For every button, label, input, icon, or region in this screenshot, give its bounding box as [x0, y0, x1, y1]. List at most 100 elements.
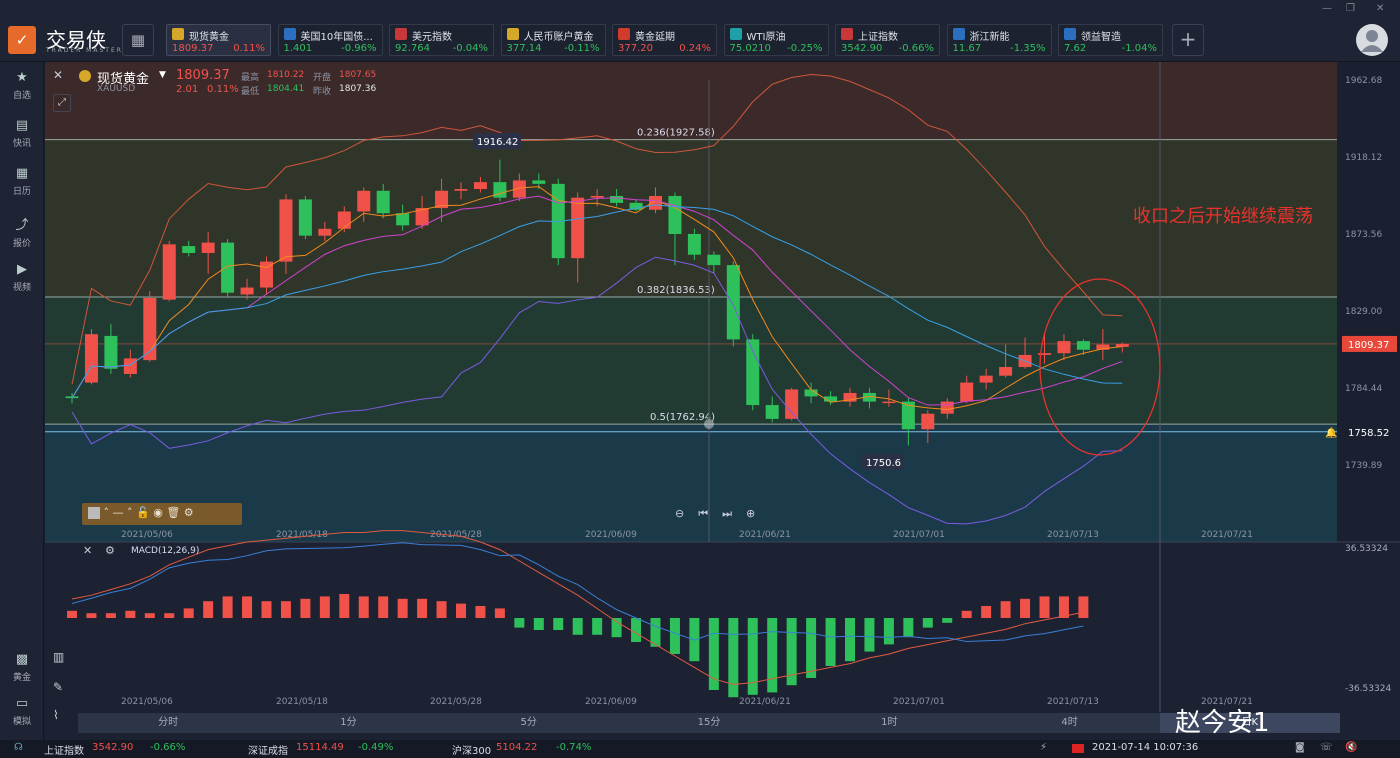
candle-body[interactable] [999, 367, 1013, 376]
candle-body[interactable] [357, 190, 371, 212]
candle-body[interactable] [512, 180, 526, 198]
candle-body[interactable] [104, 335, 118, 369]
timeframe-3[interactable]: 15分 [697, 717, 721, 728]
candle-body[interactable] [610, 195, 624, 203]
eye-icon[interactable]: ◉ [153, 506, 167, 519]
candle-body[interactable] [84, 334, 98, 383]
timeframe-1[interactable]: 1分 [340, 717, 357, 728]
candle-body[interactable] [201, 242, 215, 253]
candlestick-chart[interactable]: 0.236(1927.58) 0.382(1836.53) 0.5(1762.94)… [45, 62, 1400, 740]
timeframe-2[interactable]: 5分 [520, 717, 537, 728]
close-chart-icon[interactable]: ✕ [53, 68, 64, 82]
candle-body[interactable] [687, 233, 701, 255]
zoom-out-icon[interactable]: ⊖ [675, 507, 685, 520]
candle-body[interactable] [396, 213, 410, 226]
ticker-3[interactable]: 人民币账户黄金 377.14 -0.11% [500, 24, 606, 56]
sidebar-item-0[interactable]: ★ 自选 [0, 70, 44, 101]
footer-index3-name[interactable]: 沪深300 [452, 746, 492, 757]
candle-body[interactable] [260, 261, 273, 288]
candle-body[interactable] [162, 244, 176, 300]
phone-icon[interactable]: ☏ [1320, 742, 1333, 753]
candle-body[interactable] [279, 199, 293, 262]
candle-body[interactable] [824, 396, 838, 402]
candle-body[interactable] [337, 211, 351, 229]
candle-body[interactable] [843, 392, 857, 402]
zoom-in-icon[interactable]: ⊕ [746, 507, 756, 520]
candle-body[interactable] [765, 405, 779, 419]
mute-icon[interactable]: 🔇 [1345, 742, 1358, 753]
draw-pen-icon[interactable]: ✎ [53, 680, 64, 694]
line-chart-icon[interactable]: ⌇ [53, 708, 59, 722]
symbol-dropdown-icon[interactable]: ▼ [159, 70, 166, 80]
footer-index2-name[interactable]: 深证成指 [248, 746, 288, 757]
candle-body[interactable] [1076, 341, 1090, 350]
ticker-6[interactable]: 上证指数 3542.90 -0.66% [835, 24, 940, 56]
network-icon[interactable]: ⚡ [1040, 742, 1048, 753]
ticker-1[interactable]: 美国10年国债... 1.401 -0.96% [277, 24, 383, 56]
avatar[interactable] [1356, 24, 1388, 56]
candle-body[interactable] [318, 228, 332, 236]
candle-body[interactable] [221, 242, 235, 293]
ticker-2[interactable]: 美元指数 92.764 -0.04% [389, 24, 494, 56]
candle-body[interactable] [590, 195, 604, 198]
close-macd-icon[interactable]: ✕ [83, 544, 93, 557]
macd-settings-icon[interactable]: ⚙ [105, 544, 115, 557]
close-icon[interactable]: ✕ [1376, 3, 1385, 14]
ticker-5[interactable]: WTI原油 75.0210 -0.25% [723, 24, 829, 56]
trash-icon[interactable]: 🗑 [166, 506, 181, 519]
camera-icon[interactable]: ◙ [1295, 742, 1305, 753]
candle-body[interactable] [143, 297, 157, 361]
sidebar-item-1[interactable]: ▤ 快讯 [0, 118, 44, 149]
step-forward-icon[interactable]: ⏭ [722, 507, 733, 520]
candle-body[interactable] [1096, 344, 1110, 350]
candle-body[interactable] [960, 382, 974, 402]
candle-body[interactable] [882, 401, 896, 404]
minimize-icon[interactable]: — [1322, 3, 1332, 14]
candle-body[interactable] [435, 190, 449, 209]
candle-body[interactable] [1057, 341, 1071, 354]
candle-body[interactable] [726, 265, 740, 340]
symbol-name[interactable]: 现货黄金 [97, 72, 150, 87]
candle-body[interactable] [415, 208, 429, 226]
candle-body[interactable] [804, 389, 818, 397]
candle-body[interactable] [240, 287, 254, 295]
candle-body[interactable] [629, 202, 643, 210]
sidebar-item-3[interactable]: ⤴ 报价 [0, 214, 44, 249]
sidebar-item-2[interactable]: ▦ 日历 [0, 166, 44, 197]
timeframe-6[interactable]: 日K [1159, 713, 1340, 733]
sidebar-item-4[interactable]: ▶ 视频 [0, 262, 44, 293]
candle-body[interactable] [1115, 343, 1129, 347]
lock-icon[interactable]: 🔓 [136, 506, 150, 519]
candle-body[interactable] [473, 182, 487, 190]
candle-body[interactable] [123, 358, 137, 374]
timeframe-0[interactable]: 分时 [158, 717, 179, 728]
candle-body[interactable] [1038, 353, 1051, 355]
color-swatch-icon[interactable] [88, 507, 100, 519]
candle-body[interactable] [532, 180, 546, 184]
candle-body[interactable] [649, 195, 662, 210]
footer-index1-name[interactable]: 上证指数 [44, 746, 84, 757]
headset-icon[interactable]: ☊ [14, 742, 23, 753]
candle-body[interactable] [493, 182, 507, 198]
candle-body[interactable] [979, 375, 993, 383]
sidebar-bottom-item-1[interactable]: ▭ 模拟 [0, 696, 44, 727]
candle-body[interactable] [668, 195, 682, 234]
candle-body[interactable] [298, 199, 312, 236]
ticker-4[interactable]: 黄金延期 377.20 0.24% [612, 24, 717, 56]
candle-body[interactable] [571, 197, 585, 259]
candle-body[interactable] [707, 254, 721, 266]
expand-icon[interactable]: ⤢ [53, 94, 71, 112]
ticker-8[interactable]: 领益智造 7.62 -1.04% [1058, 24, 1163, 56]
sidebar-bottom-item-0[interactable]: ▩ 黄金 [0, 652, 44, 683]
candle-body[interactable] [454, 189, 468, 191]
ticker-0[interactable]: 现货黄金 1809.37 0.11% [166, 24, 271, 56]
line-style-icon[interactable]: ˄ — ˄ [103, 506, 136, 519]
restore-icon[interactable]: ❐ [1346, 3, 1355, 14]
candle-body[interactable] [785, 389, 799, 419]
candle-body[interactable] [746, 339, 760, 406]
candle-body[interactable] [376, 190, 390, 214]
crosshair-point[interactable] [704, 419, 714, 429]
timeframe-4[interactable]: 1时 [881, 717, 898, 728]
bell-icon[interactable]: 🔔 [1325, 427, 1337, 439]
ticker-7[interactable]: 浙江新能 11.67 -1.35% [946, 24, 1052, 56]
